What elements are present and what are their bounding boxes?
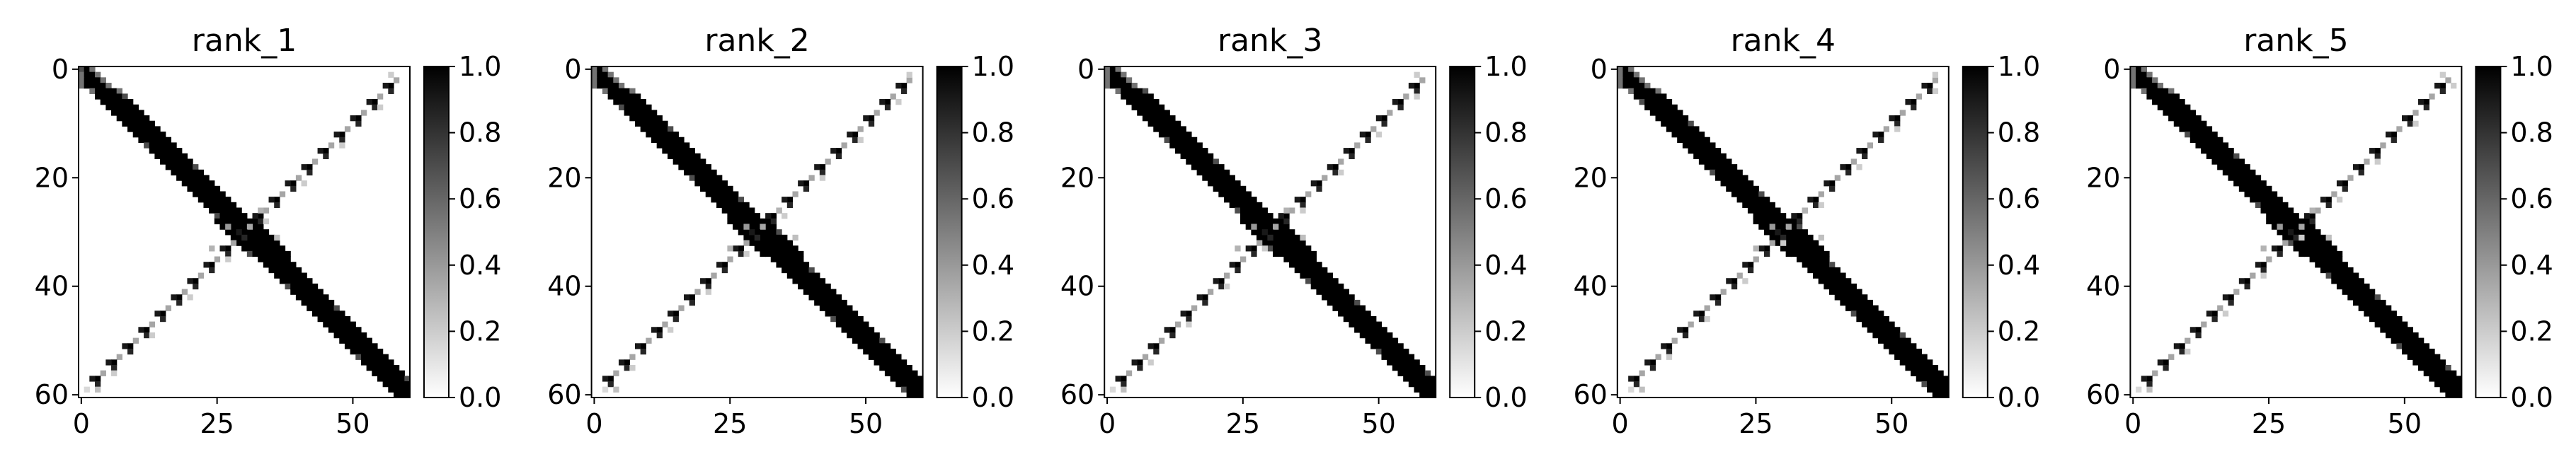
x-tick-label: 25	[1226, 408, 1260, 439]
colorbar-tick-label: 0.4	[459, 250, 501, 281]
colorbar-tick-label: 1.0	[1484, 51, 1527, 82]
x-tick-label: 0	[1612, 408, 1629, 439]
colorbar-tick-label: 1.0	[972, 51, 1014, 82]
colorbar-tick-label: 0.6	[459, 183, 501, 214]
heatmap-cells	[591, 66, 924, 398]
axes-frame	[1616, 66, 1950, 398]
y-tick-label: 0	[1591, 54, 1608, 85]
heatmap-cells	[1617, 66, 1950, 398]
heatmap-cells	[79, 66, 411, 398]
colorbar-tick-label: 0.0	[1484, 382, 1527, 413]
colorbar-tick-label: 0.2	[2510, 315, 2553, 347]
y-tick-label: 0	[1077, 54, 1094, 85]
colorbar-frame	[2475, 66, 2502, 398]
x-tick-label: 50	[849, 408, 883, 439]
y-tick-label: 60	[2086, 379, 2120, 410]
colorbar-tick-label: 0.0	[972, 382, 1014, 413]
colorbar-tick-label: 0.2	[972, 315, 1014, 347]
colorbar-tick-label: 0.6	[972, 183, 1014, 214]
colorbar-tick-label: 0.2	[1484, 315, 1527, 347]
colorbar-tick-label: 0.0	[459, 382, 501, 413]
y-tick-label: 60	[1060, 379, 1094, 410]
y-tick-label: 20	[35, 162, 69, 193]
x-tick-label: 25	[713, 408, 747, 439]
y-tick-label: 60	[1573, 379, 1607, 410]
colorbar-tick-label: 0.2	[459, 315, 501, 347]
panel-title: rank_5	[2243, 23, 2348, 59]
colorbar-tick-label: 1.0	[1998, 51, 2040, 82]
axes-frame	[1104, 66, 1437, 398]
colorbar-frame	[423, 66, 450, 398]
colorbar-tick-label: 0.8	[1484, 117, 1527, 149]
y-tick-label: 40	[547, 271, 581, 302]
colorbar-tick-label: 1.0	[2510, 51, 2553, 82]
colorbar-tick-label: 0.8	[972, 117, 1014, 149]
x-tick-label: 25	[1739, 408, 1773, 439]
colorbar-tick-label: 0.4	[1998, 250, 2040, 281]
heatmap-cells	[2130, 66, 2462, 398]
y-tick-label: 20	[1573, 162, 1607, 193]
colorbar	[1450, 66, 1475, 398]
colorbar-tick-label: 0.2	[1998, 315, 2040, 347]
x-tick-label: 50	[2388, 408, 2422, 439]
colorbar-tick-label: 1.0	[459, 51, 501, 82]
y-tick-label: 0	[52, 54, 69, 85]
y-tick-label: 40	[35, 271, 69, 302]
colorbar-frame	[1449, 66, 1476, 398]
y-tick-label: 0	[2103, 54, 2120, 85]
colorbar	[937, 66, 962, 398]
x-tick-label: 0	[585, 408, 602, 439]
axes-frame	[2129, 66, 2463, 398]
y-tick-label: 40	[2086, 271, 2120, 302]
colorbar-tick-label: 0.6	[2510, 183, 2553, 214]
colorbar-tick-label: 0.6	[1484, 183, 1527, 214]
y-tick-label: 20	[2086, 162, 2120, 193]
y-tick-label: 20	[1060, 162, 1094, 193]
axes-frame	[590, 66, 924, 398]
x-tick-label: 50	[1874, 408, 1908, 439]
x-tick-label: 25	[200, 408, 234, 439]
panel-title: rank_2	[704, 23, 809, 59]
colorbar	[424, 66, 449, 398]
colorbar-tick-label: 0.4	[2510, 250, 2553, 281]
colorbar	[2475, 66, 2501, 398]
panel-title: rank_4	[1731, 23, 1836, 59]
colorbar-tick-label: 0.6	[1998, 183, 2040, 214]
panel-title: rank_1	[192, 23, 297, 59]
colorbar-tick-label: 0.8	[1998, 117, 2040, 149]
heatmap-cells	[1104, 66, 1436, 398]
x-tick-label: 0	[73, 408, 90, 439]
x-tick-label: 25	[2252, 408, 2286, 439]
y-tick-label: 60	[35, 379, 69, 410]
colorbar-frame	[1962, 66, 1988, 398]
colorbar-tick-label: 0.4	[1484, 250, 1527, 281]
x-tick-label: 50	[336, 408, 370, 439]
y-tick-label: 20	[547, 162, 581, 193]
colorbar-tick-label: 0.8	[2510, 117, 2553, 149]
colorbar-tick-label: 0.0	[1998, 382, 2040, 413]
y-tick-label: 0	[564, 54, 581, 85]
colorbar-tick-label: 0.8	[459, 117, 501, 149]
y-tick-label: 40	[1060, 271, 1094, 302]
y-tick-label: 40	[1573, 271, 1607, 302]
y-tick-label: 60	[547, 379, 581, 410]
x-tick-label: 0	[2124, 408, 2141, 439]
colorbar-tick-label: 0.0	[2510, 382, 2553, 413]
colorbar-frame	[936, 66, 963, 398]
colorbar-tick-label: 0.4	[972, 250, 1014, 281]
x-tick-label: 0	[1099, 408, 1116, 439]
x-tick-label: 50	[1361, 408, 1395, 439]
panel-title: rank_3	[1218, 23, 1322, 59]
colorbar	[1962, 66, 1988, 398]
axes-frame	[78, 66, 411, 398]
